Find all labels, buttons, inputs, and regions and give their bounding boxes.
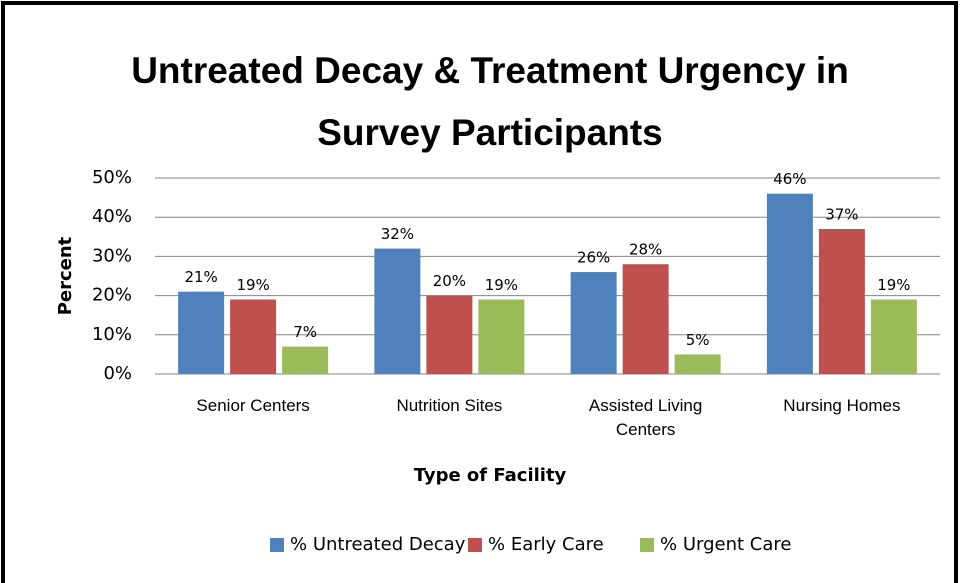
x-tick-label: Senior Centers — [196, 396, 310, 415]
data-label: 26% — [577, 249, 610, 267]
bar — [674, 354, 721, 374]
x-tick-label: Nutrition Sites — [396, 396, 503, 415]
legend-swatch — [468, 538, 482, 552]
data-label: 20% — [433, 272, 466, 290]
data-label: 46% — [773, 170, 806, 188]
data-label: 5% — [686, 331, 710, 349]
legend-swatch — [640, 538, 654, 552]
y-tick-label: 0% — [103, 363, 132, 384]
data-label: 32% — [381, 225, 414, 243]
data-label: 19% — [877, 276, 910, 294]
y-tick-label: 10% — [92, 324, 132, 345]
y-tick-label: 50% — [92, 167, 132, 188]
bar — [622, 264, 669, 374]
data-label: 19% — [236, 276, 269, 294]
bar — [870, 299, 917, 374]
bar — [426, 295, 473, 374]
chart-title: Untreated Decay & Treatment Urgency in S… — [131, 50, 849, 153]
bar — [570, 272, 617, 374]
x-axis-label: Type of Facility — [414, 465, 567, 486]
bar — [230, 299, 277, 374]
y-tick-label: 20% — [92, 285, 132, 306]
data-label: 19% — [485, 276, 518, 294]
bar — [478, 299, 525, 374]
y-tick-label: 30% — [92, 245, 132, 266]
y-axis-label: Percent — [55, 236, 76, 315]
data-label: 7% — [293, 323, 317, 341]
data-label: 28% — [629, 241, 662, 259]
legend-label: % Untreated Decay — [290, 534, 466, 555]
bar — [282, 346, 329, 374]
bar — [766, 193, 813, 374]
legend-swatch — [270, 538, 284, 552]
legend-label: % Early Care — [488, 534, 604, 555]
bar — [178, 291, 225, 374]
y-tick-label: 40% — [92, 206, 132, 227]
x-tick-label: Assisted Living Centers — [588, 396, 703, 439]
bar — [374, 248, 421, 374]
data-label: 37% — [825, 205, 858, 223]
bar — [818, 228, 865, 374]
data-label: 21% — [184, 268, 217, 286]
legend-label: % Urgent Care — [660, 534, 791, 555]
x-tick-label: Nursing Homes — [783, 396, 901, 415]
